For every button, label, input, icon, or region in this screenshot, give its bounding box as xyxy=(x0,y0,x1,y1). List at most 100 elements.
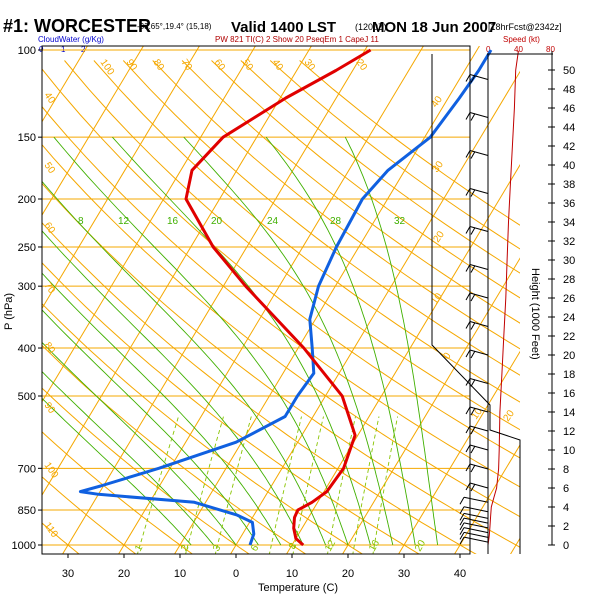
wind-barb-flag xyxy=(470,113,476,121)
mixing-ratio-label: 12 xyxy=(323,538,338,554)
height-tick-label: 44 xyxy=(563,122,575,134)
isotherm-line xyxy=(398,350,520,554)
isotherm-label: 40 xyxy=(42,90,58,106)
temperature-tick-label: 30 xyxy=(62,568,74,580)
mixing-ratio-label: 16 xyxy=(367,538,382,554)
wind-barb-flag xyxy=(470,483,476,492)
moist-adiabat-line xyxy=(42,230,304,546)
wind-barb-staff xyxy=(469,482,489,489)
pressure-tick-label: 1000 xyxy=(12,540,36,552)
wind-barb-flag xyxy=(465,74,471,82)
wind-barb-staff xyxy=(469,74,489,80)
temperature-tick-label: 40 xyxy=(454,568,466,580)
mixing-ratio-label: 3 xyxy=(211,543,224,554)
isotherm-label: 30 xyxy=(302,57,318,73)
moist-adiabat-line xyxy=(53,136,349,546)
moist-adiabat-line xyxy=(112,136,371,546)
wind-barb-staff xyxy=(469,378,489,384)
x-axis-label: Temperature (C) xyxy=(258,582,338,594)
temperature-profile xyxy=(184,48,372,547)
wind-barb-flag xyxy=(470,293,476,302)
wind-barb-staff xyxy=(469,292,489,299)
speed-tick-80: 80 xyxy=(546,45,555,54)
height-tick-label: 28 xyxy=(563,274,575,286)
isotherm-line xyxy=(454,444,520,554)
moist-adiabat-line xyxy=(42,272,282,546)
mixing-ratio-line xyxy=(136,416,179,554)
temperature-tick-label: 0 xyxy=(233,568,239,580)
wind-barb-staff xyxy=(469,406,489,413)
pressure-tick-label: 500 xyxy=(18,391,36,403)
temperature-tick-label: 30 xyxy=(398,568,410,580)
wind-barb-staff xyxy=(463,536,489,543)
pressure-tick-label: 100 xyxy=(18,45,36,57)
speed-label: Speed (kt) xyxy=(503,35,540,44)
isotherm-label: 70 xyxy=(42,280,58,296)
height-tick-label: 6 xyxy=(563,483,569,495)
dry-adiabat-line xyxy=(42,68,520,459)
dry-adiabat-line xyxy=(181,60,520,324)
dry-adiabat-line xyxy=(211,60,520,299)
isotherm-line xyxy=(510,537,520,554)
pressure-tick-label: 250 xyxy=(18,242,36,254)
speed-tick-0: 0 xyxy=(486,45,491,54)
dry-adiabat-line xyxy=(42,344,307,554)
wind-barb-flag xyxy=(465,425,471,434)
wind-barb-flag xyxy=(465,112,471,120)
wind-barb-flag xyxy=(459,527,465,535)
height-tick-label: 22 xyxy=(563,331,575,343)
wind-barb-flag xyxy=(465,482,471,491)
wind-barb-flag xyxy=(470,227,476,235)
wind-barb-staff xyxy=(469,150,489,156)
dry-adiabat-line xyxy=(42,105,520,488)
isotherm-label: 80 xyxy=(42,340,58,356)
wind-barb-flag xyxy=(470,426,476,435)
pressure-tick-label: 150 xyxy=(18,132,36,144)
wind-barb-flag xyxy=(470,322,476,330)
wind-barb-flag xyxy=(459,532,465,540)
dry-adiabat-line xyxy=(240,60,520,274)
moist-adiabat-label: 16 xyxy=(167,216,179,227)
mixing-ratio-line xyxy=(185,416,224,554)
height-tick-label: 4 xyxy=(563,502,569,514)
moist-adiabat-label: 20 xyxy=(211,216,223,227)
moist-adiabat-line xyxy=(42,397,192,546)
grid-layer: 100 90 80 70 60 50 40 30 208 12 16 20 24 28 321 2 3 6 8 12 1… xyxy=(42,46,520,554)
height-axis-label: Height (1000 Feet) xyxy=(529,268,541,360)
height-tick-label: 2 xyxy=(563,521,569,533)
height-tick-label: 40 xyxy=(563,160,575,172)
dry-adiabat-line xyxy=(42,303,364,554)
wind-barb-flag xyxy=(465,349,471,358)
wind-barb-staff xyxy=(469,349,489,356)
title-utc: (1200Z) xyxy=(355,22,387,32)
isotherm-line xyxy=(342,257,520,554)
height-tick-label: 12 xyxy=(563,426,575,438)
wind-barb-staff xyxy=(469,425,489,432)
title-valid: Valid 1400 LST xyxy=(231,19,336,36)
speed-profile xyxy=(487,50,519,546)
wind-barb-flag xyxy=(465,321,471,329)
moist-adiabat-label: 12 xyxy=(118,216,130,227)
height-tick-label: 14 xyxy=(563,407,575,419)
isotherm-line xyxy=(42,46,200,310)
wind-barb-staff xyxy=(469,188,489,194)
wind-barb-flag xyxy=(465,406,471,415)
moist-adiabat-line xyxy=(183,136,394,546)
isotherm-line xyxy=(230,70,520,554)
mixing-ratio-label: 20 xyxy=(413,538,428,554)
height-tick-label: 48 xyxy=(563,84,575,96)
dry-adiabat-line xyxy=(42,222,477,554)
temperature-tick-label: 10 xyxy=(286,568,298,580)
isotherm-label: 100 xyxy=(98,57,117,77)
dry-adiabat-line xyxy=(42,476,137,554)
height-tick-label: 50 xyxy=(563,65,575,77)
height-tick-label: 30 xyxy=(563,255,575,267)
theta-label: 0 xyxy=(441,350,453,361)
title-station: #1: WORCESTER xyxy=(3,16,151,36)
height-tick-label: 32 xyxy=(563,236,575,248)
wind-barb-staff xyxy=(463,512,489,519)
pressure-tick-label: 850 xyxy=(18,505,36,517)
wind-barb-flag xyxy=(465,188,471,196)
wind-barb-flag xyxy=(470,75,476,83)
moist-adiabat-line xyxy=(344,137,439,546)
